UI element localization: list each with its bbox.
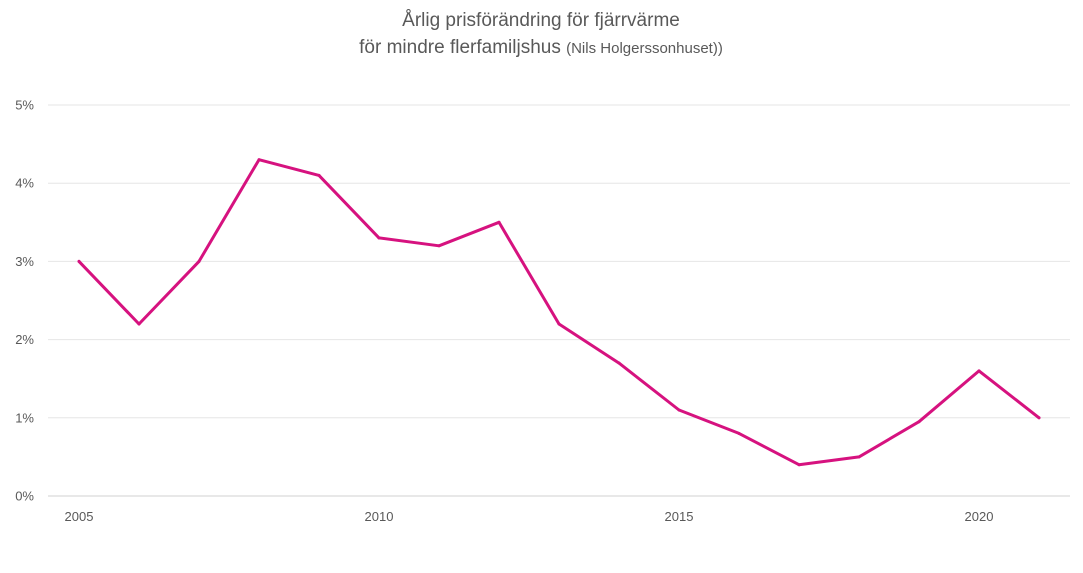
data-point	[737, 431, 741, 435]
x-tick-label: 2010	[365, 509, 394, 524]
y-axis-ticks: 0% 1% 2% 3% 4% 5%	[15, 98, 34, 504]
y-tick-label: 0%	[15, 489, 34, 504]
data-point	[557, 322, 561, 326]
x-tick-label: 2005	[65, 509, 94, 524]
y-tick-label: 3%	[15, 254, 34, 269]
data-point	[77, 259, 81, 263]
data-point	[197, 259, 201, 263]
data-point	[377, 236, 381, 240]
chart-title-line2-main: för mindre flerfamiljshus	[359, 37, 566, 58]
chart-title-line2: för mindre flerfamiljshus (Nils Holgerss…	[359, 37, 723, 58]
series-line	[77, 158, 1041, 467]
gridlines	[48, 104, 1070, 497]
chart-title-line2-paren: (Nils Holgerssonhuset))	[566, 40, 723, 57]
data-point	[257, 158, 261, 162]
data-point	[497, 220, 501, 224]
data-point	[917, 420, 921, 424]
x-tick-label: 2015	[665, 509, 694, 524]
data-point	[977, 369, 981, 373]
data-point	[317, 173, 321, 177]
y-tick-label: 4%	[15, 176, 34, 191]
data-point	[857, 455, 861, 459]
y-tick-label: 2%	[15, 332, 34, 347]
y-tick-label: 5%	[15, 98, 34, 113]
chart-title-line1: Årlig prisförändring för fjärrvärme	[402, 10, 680, 31]
data-point	[677, 408, 681, 412]
x-axis-ticks: 2005 2010 2015 2020	[65, 509, 994, 524]
y-tick-label: 1%	[15, 410, 34, 425]
data-point	[1037, 416, 1041, 420]
data-point	[437, 244, 441, 248]
data-point	[797, 463, 801, 467]
data-point	[137, 322, 141, 326]
data-point	[617, 361, 621, 365]
series-layer	[77, 158, 1041, 467]
x-tick-label: 2020	[965, 509, 994, 524]
